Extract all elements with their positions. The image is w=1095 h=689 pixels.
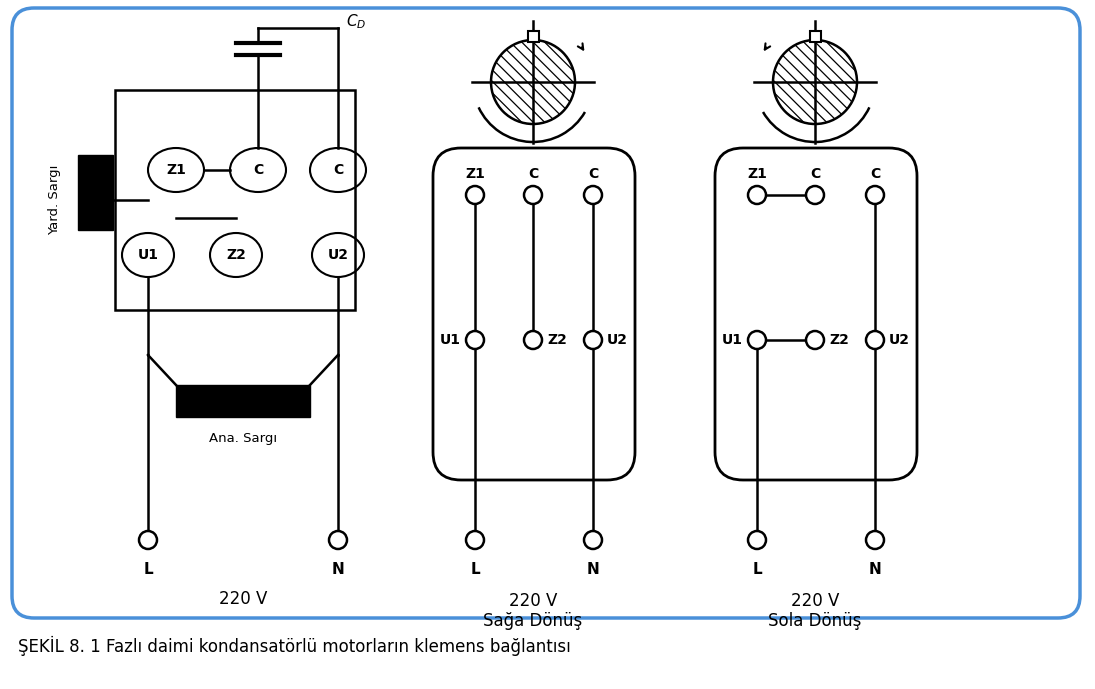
Text: C: C xyxy=(810,167,820,181)
Text: Z1: Z1 xyxy=(465,167,485,181)
Circle shape xyxy=(584,531,602,549)
Circle shape xyxy=(584,186,602,204)
FancyBboxPatch shape xyxy=(433,148,635,480)
Text: L: L xyxy=(143,562,153,577)
Circle shape xyxy=(866,186,884,204)
Text: Ana. Sargı: Ana. Sargı xyxy=(209,432,277,445)
Text: $C_D$: $C_D$ xyxy=(346,12,367,32)
Circle shape xyxy=(806,186,825,204)
Text: U1: U1 xyxy=(440,333,461,347)
Text: U2: U2 xyxy=(889,333,910,347)
Text: Z2: Z2 xyxy=(226,248,246,262)
Text: C: C xyxy=(869,167,880,181)
Bar xyxy=(528,31,539,42)
Text: Z1: Z1 xyxy=(166,163,186,177)
Circle shape xyxy=(806,331,825,349)
Circle shape xyxy=(466,186,484,204)
Circle shape xyxy=(748,186,766,204)
Text: Sola Dönüş: Sola Dönüş xyxy=(769,612,862,630)
FancyBboxPatch shape xyxy=(12,8,1080,618)
FancyBboxPatch shape xyxy=(715,148,917,480)
Text: U1: U1 xyxy=(138,248,159,262)
Bar xyxy=(176,385,310,417)
Text: N: N xyxy=(332,562,344,577)
Text: 220 V: 220 V xyxy=(219,590,267,608)
Circle shape xyxy=(525,186,542,204)
Circle shape xyxy=(748,331,766,349)
Text: 220 V: 220 V xyxy=(791,592,839,610)
Text: U1: U1 xyxy=(722,333,744,347)
Text: C: C xyxy=(253,163,263,177)
Circle shape xyxy=(584,331,602,349)
Text: C: C xyxy=(333,163,343,177)
Text: Z1: Z1 xyxy=(747,167,766,181)
Text: Yard. Sargı: Yard. Sargı xyxy=(48,165,61,235)
Bar xyxy=(78,155,113,230)
Bar xyxy=(115,90,355,310)
Text: C: C xyxy=(528,167,538,181)
Text: U2: U2 xyxy=(327,248,348,262)
Circle shape xyxy=(866,331,884,349)
Text: U2: U2 xyxy=(607,333,629,347)
Text: Sağa Dönüş: Sağa Dönüş xyxy=(483,612,583,630)
Text: Z2: Z2 xyxy=(548,333,567,347)
Circle shape xyxy=(466,531,484,549)
Bar xyxy=(809,31,820,42)
Text: 220 V: 220 V xyxy=(509,592,557,610)
Circle shape xyxy=(466,331,484,349)
Text: Z2: Z2 xyxy=(829,333,849,347)
Circle shape xyxy=(748,531,766,549)
Text: L: L xyxy=(752,562,762,577)
Text: C: C xyxy=(588,167,598,181)
Text: N: N xyxy=(868,562,881,577)
Circle shape xyxy=(866,531,884,549)
Circle shape xyxy=(525,331,542,349)
Text: L: L xyxy=(470,562,480,577)
Text: ŞEKİL 8. 1 Fazlı daimi kondansatörlü motorların klemens bağlantısı: ŞEKİL 8. 1 Fazlı daimi kondansatörlü mot… xyxy=(18,636,570,656)
Text: N: N xyxy=(587,562,599,577)
